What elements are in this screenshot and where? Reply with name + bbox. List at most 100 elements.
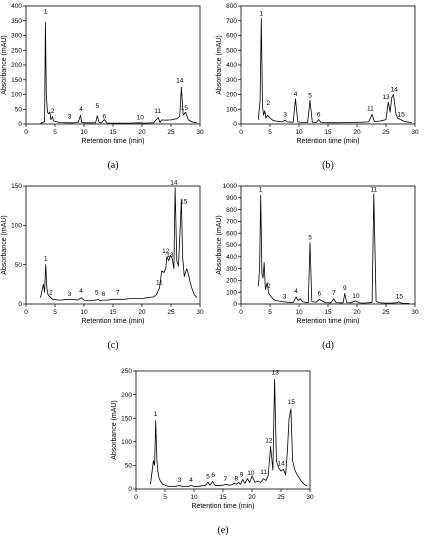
y-tick-label: 100 [11,223,22,230]
chromatogram-trace [150,379,308,487]
x-axis-label: Retention time (min) [81,318,144,325]
x-tick-label: 10 [190,494,198,501]
panel-label: (a) [107,160,118,171]
x-tick-label: 10 [80,309,88,316]
panel-label: (d) [322,340,334,351]
x-tick-label: 5 [163,494,167,501]
y-tick-label: 300 [226,77,237,84]
peak-label-5: 5 [308,92,312,99]
y-tick-label: 200 [11,62,22,69]
x-tick-label: 30 [411,309,419,316]
peak-label-11: 11 [370,186,377,193]
x-axis-label: Retention time (min) [191,503,254,510]
peak-label-7: 7 [224,476,228,483]
chromatogram-a: 0 5 10 15 20 25 30050100150200250300350400Rete… [1,3,204,171]
x-tick-label: 20 [138,129,146,136]
x-tick-label: 15 [219,494,227,501]
peak-label-4: 4 [294,288,298,295]
peak-label-10: 10 [352,293,360,300]
peak-label-2: 2 [266,100,270,107]
x-tick-label: 20 [248,494,256,501]
x-tick-label: 20 [138,309,146,316]
peak-label-5: 5 [96,103,100,110]
peak-label-5: 5 [308,235,312,242]
y-tick-label: 100 [226,106,237,113]
peak-label-7: 7 [332,290,336,297]
peak-label-1: 1 [154,411,158,418]
chromatogram-trace [258,193,410,304]
y-tick-label: 800 [226,207,237,214]
peak-label-11: 11 [260,469,267,476]
x-axis-label: Retention time (min) [296,318,359,325]
peak-label-13: 13 [166,252,174,259]
y-tick-label: 0 [18,121,22,128]
y-tick-label: 200 [226,278,237,285]
y-tick-label: 0 [18,301,22,308]
peak-label-3: 3 [68,114,72,121]
peak-label-14: 14 [170,180,178,186]
peak-label-9: 9 [240,472,244,479]
x-tick-label: 5 [268,129,272,136]
peak-label-11: 11 [156,279,163,286]
x-tick-label: 5 [268,309,272,316]
y-axis-label: Absorbance (mAU) [216,35,223,95]
x-tick-label: 15 [109,129,117,136]
y-tick-label: 200 [121,392,132,399]
x-tick-label: 10 [295,309,303,316]
peak-label-9: 9 [343,285,347,292]
x-tick-label: 25 [277,494,285,501]
x-tick-label: 30 [411,129,419,136]
x-tick-label: 5 [53,129,57,136]
x-tick-label: 10 [295,129,303,136]
y-tick-label: 150 [11,77,22,84]
y-tick-label: 0 [233,121,237,128]
y-tick-label: 50 [15,262,23,269]
y-tick-label: 600 [226,230,237,237]
peak-label-12: 12 [265,438,273,445]
peak-label-14: 14 [277,460,285,467]
y-axis-label: Absorbance (mAU) [1,35,8,95]
chromatogram-trace [258,18,413,124]
peak-label-5: 5 [206,474,210,481]
x-tick-label: 0 [239,309,243,316]
x-axis-label: Retention time (min) [296,138,359,145]
peak-label-11: 11 [367,106,374,113]
x-tick-label: 15 [324,309,332,316]
peak-label-8: 8 [235,476,239,483]
peak-label-3: 3 [283,112,287,119]
peak-label-1: 1 [259,186,263,193]
peak-label-6: 6 [211,472,215,479]
y-axis-label: Absorbance (mAU) [1,215,8,275]
peak-label-6: 6 [102,291,106,298]
plot-frame [25,5,201,125]
peak-label-4: 4 [294,91,298,98]
peak-label-5: 5 [95,290,99,297]
peak-label-1: 1 [44,256,48,263]
y-tick-label: 150 [11,183,22,190]
panel-label: (e) [217,525,228,536]
peak-label-3: 3 [68,291,72,298]
y-tick-label: 400 [226,62,237,69]
x-tick-label: 0 [239,129,243,136]
x-tick-label: 30 [306,494,314,501]
peak-label-15: 15 [396,294,404,301]
x-tick-label: 25 [167,309,175,316]
y-tick-label: 300 [11,33,22,40]
y-axis-label: Absorbance (mAU) [111,400,118,460]
y-tick-label: 100 [11,92,22,99]
chromatogram-trace [40,187,198,302]
panel-label: (c) [107,340,118,351]
y-tick-label: 500 [226,242,237,249]
x-tick-label: 0 [134,494,138,501]
y-tick-label: 250 [11,47,22,54]
panel-label: (b) [322,160,334,171]
y-tick-label: 200 [226,92,237,99]
x-tick-label: 15 [109,309,117,316]
x-tick-label: 5 [53,309,57,316]
y-tick-label: 150 [121,415,132,422]
peak-label-2: 2 [49,290,53,297]
y-tick-label: 900 [226,195,237,202]
peak-label-7: 7 [116,290,120,297]
peak-label-15: 15 [180,198,188,205]
